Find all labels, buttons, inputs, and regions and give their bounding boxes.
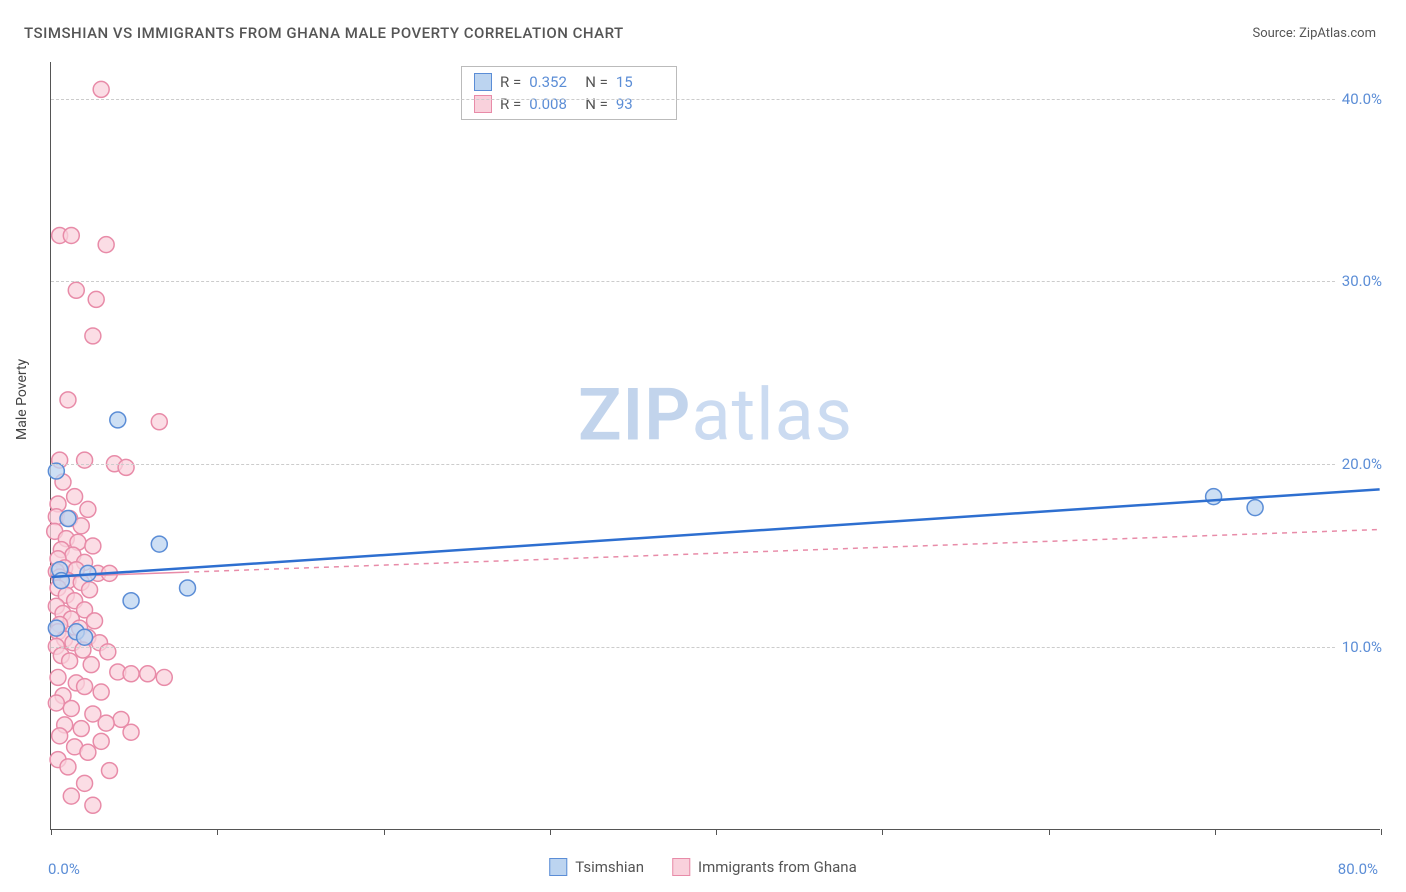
scatter-point	[101, 763, 117, 779]
trend-line	[51, 489, 1379, 577]
gridline	[51, 464, 1380, 465]
scatter-point	[93, 81, 109, 97]
scatter-point	[118, 459, 134, 475]
x-tick	[716, 829, 717, 835]
gridline	[51, 647, 1380, 648]
scatter-point	[82, 582, 98, 598]
scatter-point	[73, 721, 89, 737]
scatter-point	[80, 501, 96, 517]
r-label: R =	[500, 73, 521, 91]
scatter-point	[63, 227, 79, 243]
plot-area: ZIPatlas R = 0.352 N = 15 R = 0.008 N = …	[50, 62, 1380, 830]
trend-line	[184, 530, 1379, 573]
scatter-point	[85, 797, 101, 813]
x-tick	[550, 829, 551, 835]
x-tick	[1049, 829, 1050, 835]
x-tick	[1381, 829, 1382, 835]
scatter-point	[93, 684, 109, 700]
scatter-point	[98, 237, 114, 253]
y-tick-label: 40.0%	[1336, 90, 1382, 108]
scatter-point	[83, 657, 99, 673]
scatter-point	[77, 775, 93, 791]
scatter-point	[87, 613, 103, 629]
scatter-point	[123, 593, 139, 609]
r-value-1: 0.352	[529, 73, 577, 91]
scatter-point	[60, 759, 76, 775]
correlation-legend: R = 0.352 N = 15 R = 0.008 N = 93	[461, 66, 677, 120]
y-axis-title: Male Poverty	[14, 359, 30, 440]
y-tick-label: 10.0%	[1336, 638, 1382, 656]
chart-title: TSIMSHIAN VS IMMIGRANTS FROM GHANA MALE …	[24, 24, 624, 42]
scatter-point	[98, 715, 114, 731]
scatter-point	[63, 788, 79, 804]
x-tick	[384, 829, 385, 835]
bottom-swatch-1	[549, 858, 567, 876]
scatter-point	[60, 511, 76, 527]
scatter-point	[180, 580, 196, 596]
bottom-legend: Tsimshian Immigrants from Ghana	[549, 858, 856, 876]
scatter-point	[123, 666, 139, 682]
scatter-point	[48, 695, 64, 711]
gridline	[51, 99, 1380, 100]
x-tick	[882, 829, 883, 835]
scatter-point	[123, 724, 139, 740]
scatter-point	[48, 463, 64, 479]
bottom-swatch-2	[672, 858, 690, 876]
scatter-point	[156, 669, 172, 685]
scatter-point	[52, 728, 68, 744]
scatter-point	[68, 282, 84, 298]
legend-row-2: R = 0.008 N = 93	[474, 93, 664, 115]
scatter-point	[85, 328, 101, 344]
scatter-point	[85, 538, 101, 554]
x-tick	[1215, 829, 1216, 835]
scatter-point	[63, 700, 79, 716]
x-axis-max-label: 80.0%	[1338, 860, 1378, 878]
scatter-point	[151, 414, 167, 430]
x-tick	[51, 829, 52, 835]
bottom-legend-label-2: Immigrants from Ghana	[698, 858, 857, 876]
bottom-legend-item-2: Immigrants from Ghana	[672, 858, 857, 876]
gridline	[51, 281, 1380, 282]
scatter-point	[77, 679, 93, 695]
scatter-point	[88, 291, 104, 307]
y-tick-label: 30.0%	[1336, 272, 1382, 290]
scatter-point	[80, 744, 96, 760]
scatter-point	[140, 666, 156, 682]
scatter-point	[77, 629, 93, 645]
bottom-legend-label-1: Tsimshian	[575, 858, 644, 876]
scatter-point	[62, 653, 78, 669]
chart-svg	[51, 62, 1380, 829]
scatter-point	[50, 669, 66, 685]
scatter-point	[93, 733, 109, 749]
scatter-point	[1247, 500, 1263, 516]
scatter-point	[1206, 489, 1222, 505]
legend-swatch-1	[474, 73, 492, 91]
n-label: N =	[585, 73, 608, 91]
x-axis-min-label: 0.0%	[48, 860, 80, 878]
y-tick-label: 20.0%	[1336, 455, 1382, 473]
scatter-point	[151, 536, 167, 552]
scatter-point	[77, 452, 93, 468]
scatter-point	[60, 392, 76, 408]
scatter-point	[110, 412, 126, 428]
source-label: Source: ZipAtlas.com	[1252, 26, 1376, 41]
scatter-point	[48, 620, 64, 636]
legend-row-1: R = 0.352 N = 15	[474, 71, 664, 93]
x-tick	[217, 829, 218, 835]
scatter-point	[67, 489, 83, 505]
bottom-legend-item-1: Tsimshian	[549, 858, 644, 876]
n-value-1: 15	[616, 73, 664, 91]
